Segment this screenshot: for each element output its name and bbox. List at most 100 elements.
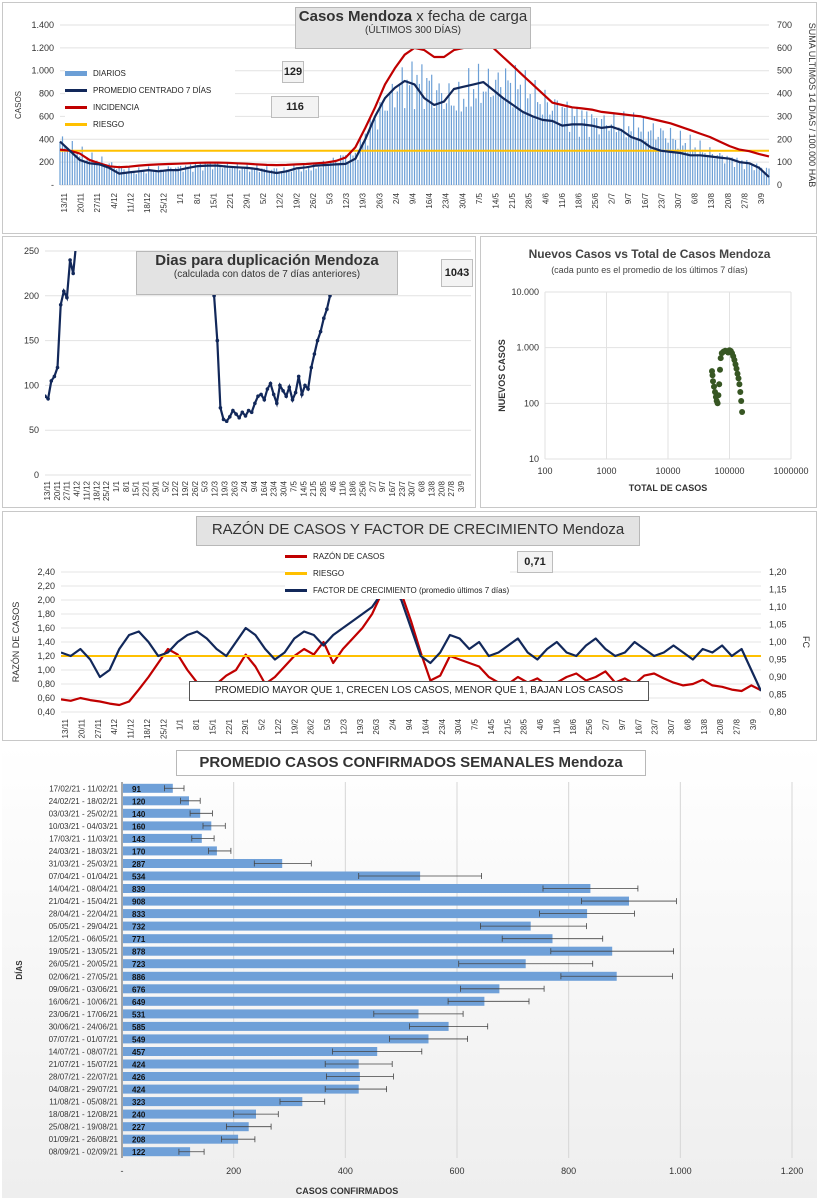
cases-daily-bar — [559, 123, 561, 185]
cases-daily-bar — [741, 160, 743, 185]
scatter-chart-title: Nuevos Casos vs Total de Casos Mendoza — [528, 247, 771, 261]
doubling-x-tick-label: 20/11 — [53, 480, 62, 500]
cases-x-tick-label: 11/6 — [558, 192, 567, 208]
weekly-value-label: 122 — [132, 1148, 146, 1157]
weekly-category-label: 09/06/21 - 03/06/21 — [49, 985, 119, 994]
cases-daily-bar — [86, 157, 88, 185]
cases-y2-tick-label: 0 — [777, 180, 782, 190]
scatter-chart-panel: 10 100 1.000 10.000 100 1000 10000 100000 100000… — [480, 236, 817, 508]
cases-x-tick-label: 25/12 — [160, 192, 169, 213]
cases-daily-bar — [418, 83, 420, 185]
doubling-y-tick-label: 150 — [24, 336, 39, 346]
cases-daily-bar — [468, 68, 470, 185]
weekly-bar — [123, 1059, 359, 1069]
cases-daily-bar — [295, 170, 297, 185]
cases-daily-bar — [165, 170, 167, 185]
legend-swatch-incidence — [65, 106, 87, 109]
scatter-point — [717, 366, 723, 373]
cases-daily-bar — [103, 165, 105, 185]
weekly-category-label: 28/04/21 - 22/04/21 — [49, 910, 119, 919]
cases-daily-bar — [660, 128, 662, 185]
doubling-point — [262, 397, 267, 402]
doubling-point — [322, 316, 326, 320]
legend-item-average: PROMEDIO CENTRADO 7 DÍAS — [65, 82, 235, 99]
cases-daily-bar — [185, 165, 187, 185]
doubling-point — [268, 381, 273, 386]
cases-daily-bar — [130, 171, 132, 185]
weekly-x-axis-label: CASOS CONFIRMADOS — [296, 1186, 399, 1196]
weekly-value-label: 771 — [132, 935, 146, 944]
weekly-value-label: 585 — [132, 1023, 146, 1032]
cases-daily-bar — [320, 167, 322, 185]
doubling-x-tick-label: 5/2 — [161, 480, 170, 492]
scatter-y-tick-label: 100 — [524, 398, 539, 408]
cases-daily-bar — [258, 172, 260, 185]
cases-average-line — [59, 79, 770, 178]
ratio-y-axis-label: RAZÓN DE CASOS — [11, 602, 21, 683]
cases-daily-bar — [172, 171, 174, 185]
scatter-point — [737, 389, 744, 395]
ratio-x-tick-label: 13/11 — [61, 718, 70, 738]
doubling-point — [234, 412, 238, 416]
cases-daily-bar — [445, 103, 448, 185]
cases-daily-bar — [290, 171, 292, 185]
cases-daily-bar — [431, 74, 433, 185]
cases-daily-bar — [409, 85, 411, 185]
cases-daily-bar — [345, 155, 347, 185]
weekly-value-label: 531 — [132, 1010, 146, 1019]
scatter-y-tick-label: 1.000 — [516, 343, 539, 353]
cases-daily-bar — [763, 171, 765, 185]
weekly-value-label: 287 — [132, 860, 146, 869]
ratio-x-tick-label: 9/4 — [405, 718, 414, 730]
cases-daily-bar — [507, 80, 509, 185]
ratio-chart-title: RAZÓN DE CASOS Y FACTOR DE CRECIMIENTO — [211, 521, 559, 538]
cases-daily-bar — [214, 162, 216, 185]
cases-daily-bar — [485, 91, 487, 185]
scatter-x-tick-label: 1000000 — [773, 466, 808, 476]
doubling-x-tick-label: 7/5 — [289, 480, 298, 492]
weekly-value-label: 886 — [132, 973, 146, 982]
cases-daily-bar — [583, 118, 585, 185]
cases-daily-bar — [711, 154, 713, 185]
weekly-bar — [123, 796, 189, 806]
cases-daily-bar — [143, 170, 145, 185]
weekly-category-label: 14/04/21 - 08/04/21 — [49, 885, 119, 894]
cases-x-tick-label: 25/6 — [591, 192, 600, 208]
cases-daily-bar — [495, 79, 497, 185]
cases-x-tick-label: 22/1 — [226, 192, 235, 208]
cases-daily-bar — [236, 162, 238, 185]
weekly-bar — [123, 1109, 256, 1119]
cases-daily-bar — [716, 155, 718, 185]
scatter-point — [717, 355, 724, 362]
cases-daily-bar — [160, 169, 162, 185]
cases-daily-bar — [98, 162, 100, 185]
doubling-point — [253, 401, 257, 406]
cases-daily-bar — [313, 162, 315, 185]
weekly-chart-title-box: PROMEDIO CASOS CONFIRMADOS SEMANALES Men… — [176, 750, 646, 776]
cases-y2-tick-label: 400 — [777, 89, 792, 99]
cases-daily-bar — [394, 107, 396, 185]
cases-daily-bar — [362, 142, 364, 185]
cases-daily-bar — [298, 168, 300, 185]
ratio-x-tick-label: 18/6 — [569, 718, 578, 734]
weekly-category-label: 30/06/21 - 24/06/21 — [49, 1022, 119, 1031]
cases-daily-bar — [271, 169, 273, 185]
ratio-x-tick-label: 30/7 — [667, 718, 676, 734]
cases-daily-bar — [330, 162, 332, 185]
cases-daily-bar — [332, 157, 334, 185]
cases-daily-bar — [672, 138, 674, 185]
doubling-x-tick-label: 29/1 — [151, 480, 160, 496]
cases-daily-bar — [315, 168, 317, 185]
cases-daily-bar — [219, 165, 221, 185]
weekly-category-label: 24/03/21 - 18/03/21 — [49, 847, 119, 856]
doubling-point — [281, 389, 285, 393]
cases-x-tick-label: 1/1 — [176, 192, 185, 204]
doubling-point — [315, 338, 320, 343]
weekly-category-label: 01/09/21 - 26/08/21 — [49, 1135, 119, 1144]
ratio-x-tick-label: 20/8 — [716, 718, 725, 734]
weekly-value-label: 240 — [132, 1111, 146, 1120]
cases-daily-bar — [76, 152, 78, 185]
cases-y2-tick-label: 200 — [777, 134, 792, 144]
ratio-x-tick-label: 18/12 — [143, 718, 152, 739]
